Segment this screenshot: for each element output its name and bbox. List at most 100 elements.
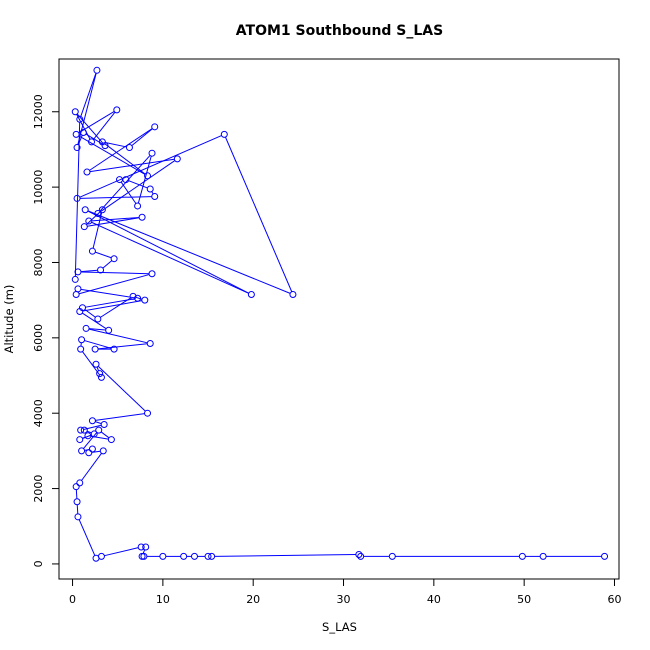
data-point — [518, 552, 526, 560]
series-segment — [89, 128, 153, 171]
series-segment — [87, 210, 291, 294]
series-segment — [88, 328, 148, 344]
y-tick-label: 10000 — [32, 170, 45, 205]
y-tick-label: 0 — [32, 560, 45, 567]
series-segment — [82, 300, 142, 312]
series-segment — [76, 113, 104, 144]
series-segment — [95, 251, 112, 259]
x-tick-label: 20 — [246, 593, 260, 606]
data-point — [138, 552, 146, 560]
data-point — [78, 447, 86, 455]
series-segment — [77, 135, 83, 145]
series-segment — [104, 547, 139, 557]
series-segment — [128, 180, 148, 189]
series-segment — [80, 196, 152, 199]
series-segment — [79, 135, 222, 198]
series-segment — [87, 217, 140, 227]
data-point — [81, 206, 89, 214]
x-tick-label: 10 — [156, 593, 170, 606]
series-segment — [82, 351, 101, 376]
data-point — [289, 291, 297, 299]
series-segment — [74, 122, 81, 277]
data-point — [247, 291, 255, 299]
data-point — [144, 172, 152, 180]
data-point — [98, 138, 106, 146]
series-segment — [83, 432, 98, 449]
data-point — [73, 194, 81, 202]
data-point — [73, 498, 81, 506]
data-point — [173, 155, 181, 163]
y-tick-label: 12000 — [32, 94, 45, 129]
data-point — [88, 417, 96, 425]
x-tick-label: 30 — [337, 593, 351, 606]
series-segment — [102, 260, 113, 269]
x-tick-label: 60 — [607, 593, 621, 606]
series-segment — [100, 297, 131, 318]
data-point — [85, 217, 93, 225]
data-point — [146, 339, 154, 347]
series-segment — [76, 114, 91, 140]
series-segment — [95, 413, 145, 421]
data-point — [71, 275, 79, 283]
data-point — [80, 223, 88, 231]
series-segment — [91, 221, 249, 294]
data-point — [92, 360, 100, 368]
x-axis-label: S_LAS — [322, 620, 357, 634]
data-point — [88, 247, 96, 255]
data-point — [220, 130, 228, 138]
data-point — [94, 209, 102, 217]
series-points — [71, 66, 609, 562]
data-point — [100, 421, 108, 429]
x-axis: 0 10 20 30 40 50 60 — [69, 578, 621, 606]
data-point — [90, 430, 98, 438]
series-segment — [89, 328, 106, 331]
data-point — [134, 294, 142, 302]
data-point — [85, 449, 93, 457]
data-point — [148, 270, 156, 278]
data-point — [77, 345, 85, 353]
data-point — [83, 168, 91, 176]
y-axis-label: Altitude (m) — [2, 285, 16, 354]
data-point — [137, 543, 145, 551]
y-tick-label: 6000 — [32, 324, 45, 352]
data-point — [72, 130, 80, 138]
data-point — [148, 149, 156, 157]
data-point — [93, 66, 101, 74]
y-tick-label: 8000 — [32, 248, 45, 276]
series-segment — [84, 340, 112, 349]
data-point — [82, 324, 90, 332]
data-point — [84, 432, 92, 440]
data-point — [76, 436, 84, 444]
data-point — [355, 551, 363, 559]
data-point — [98, 206, 106, 214]
series-segment — [104, 143, 146, 175]
series-segment — [98, 343, 148, 350]
data-point — [140, 552, 148, 560]
series-segment — [75, 489, 78, 499]
data-point — [110, 345, 118, 353]
series-segment — [95, 421, 102, 425]
data-point — [77, 426, 85, 434]
data-point — [76, 479, 84, 487]
chart-title: ATOM1 Southbound S_LAS — [236, 23, 443, 39]
data-point — [107, 436, 115, 444]
series-segment — [96, 366, 100, 372]
data-point — [190, 552, 198, 560]
data-point — [88, 138, 96, 146]
data-point — [138, 213, 146, 221]
series-segment — [76, 504, 79, 514]
data-point — [141, 296, 149, 304]
data-point — [73, 144, 81, 152]
series-segment — [105, 142, 127, 148]
series-segment — [120, 181, 137, 204]
data-point — [125, 144, 133, 152]
series-segment — [100, 431, 110, 439]
data-point — [72, 291, 80, 299]
data-point — [88, 445, 96, 453]
series-segment — [80, 288, 135, 299]
series-segment — [80, 271, 150, 275]
data-point — [151, 123, 159, 131]
data-point — [146, 185, 154, 193]
data-point — [357, 552, 365, 560]
data-point — [94, 315, 102, 323]
